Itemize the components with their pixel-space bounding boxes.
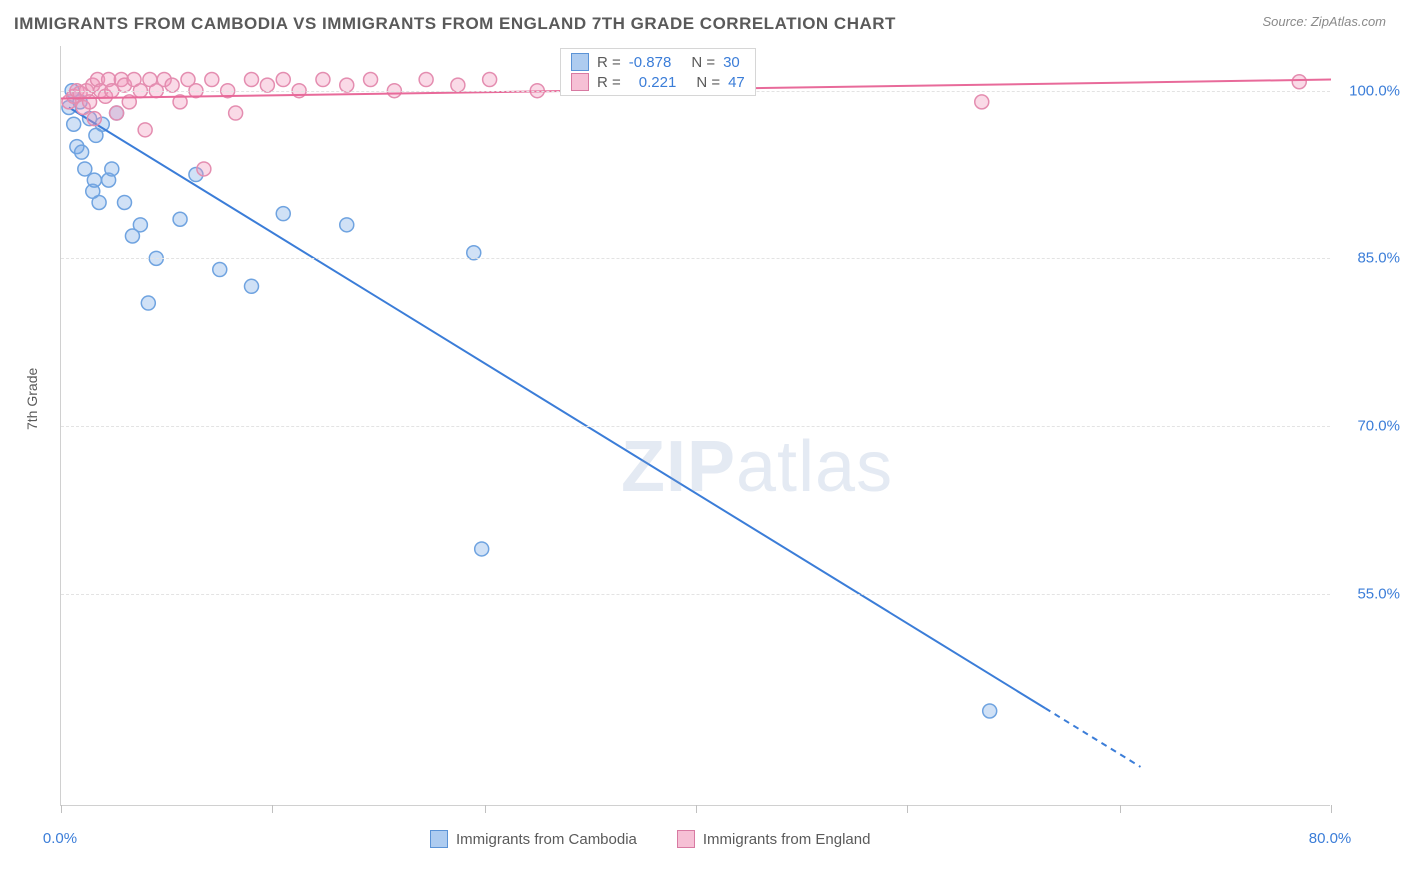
data-point [245, 73, 259, 87]
y-axis-label: 7th Grade [24, 368, 40, 430]
data-point [276, 73, 290, 87]
trend-line-dashed [1045, 708, 1140, 767]
data-point [138, 123, 152, 137]
data-point [245, 279, 259, 293]
data-point [67, 117, 81, 131]
r-label: R = [597, 74, 621, 91]
data-point [205, 73, 219, 87]
data-point [483, 73, 497, 87]
plot-area: ZIPatlas 55.0%70.0%85.0%100.0% [60, 46, 1330, 806]
y-tick-label: 55.0% [1357, 585, 1400, 602]
data-point [87, 112, 101, 126]
n-value-england: 47 [728, 74, 745, 91]
data-point [975, 95, 989, 109]
legend-row-england: R = 0.221 N = 47 [571, 73, 745, 91]
data-point [133, 218, 147, 232]
n-value-cambodia: 30 [723, 54, 740, 71]
swatch-cambodia [430, 830, 448, 848]
data-point [475, 542, 489, 556]
series-legend: Immigrants from Cambodia Immigrants from… [430, 830, 870, 848]
legend-label: Immigrants from England [703, 831, 871, 848]
data-point [1292, 75, 1306, 89]
data-point [419, 73, 433, 87]
data-point [197, 162, 211, 176]
r-value-cambodia: -0.878 [629, 54, 672, 71]
chart-title: IMMIGRANTS FROM CAMBODIA VS IMMIGRANTS F… [14, 14, 896, 34]
data-point [316, 73, 330, 87]
trend-line [69, 107, 1045, 708]
data-point [141, 296, 155, 310]
data-point [983, 704, 997, 718]
swatch-england [571, 73, 589, 91]
y-tick-label: 70.0% [1357, 418, 1400, 435]
legend-item-cambodia: Immigrants from Cambodia [430, 830, 637, 848]
data-point [213, 263, 227, 277]
data-point [87, 173, 101, 187]
swatch-england [677, 830, 695, 848]
y-tick-label: 100.0% [1349, 82, 1400, 99]
data-point [173, 212, 187, 226]
y-tick-label: 85.0% [1357, 250, 1400, 267]
data-point [229, 106, 243, 120]
correlation-legend: R = -0.878 N = 30 R = 0.221 N = 47 [560, 48, 756, 96]
data-point [83, 95, 97, 109]
legend-row-cambodia: R = -0.878 N = 30 [571, 53, 745, 71]
n-label: N = [691, 54, 715, 71]
n-label: N = [696, 74, 720, 91]
data-point [105, 162, 119, 176]
x-tick-label: 80.0% [1309, 830, 1352, 847]
data-point [364, 73, 378, 87]
source-attribution: Source: ZipAtlas.com [1262, 14, 1386, 29]
data-point [118, 195, 132, 209]
r-value-england: 0.221 [639, 74, 677, 91]
data-point [110, 106, 124, 120]
data-point [340, 218, 354, 232]
swatch-cambodia [571, 53, 589, 71]
data-point [75, 145, 89, 159]
legend-label: Immigrants from Cambodia [456, 831, 637, 848]
data-point [92, 195, 106, 209]
x-tick-label: 0.0% [43, 830, 77, 847]
data-point [78, 162, 92, 176]
r-label: R = [597, 54, 621, 71]
legend-item-england: Immigrants from England [677, 830, 871, 848]
chart-container: IMMIGRANTS FROM CAMBODIA VS IMMIGRANTS F… [0, 0, 1406, 892]
data-point [276, 207, 290, 221]
